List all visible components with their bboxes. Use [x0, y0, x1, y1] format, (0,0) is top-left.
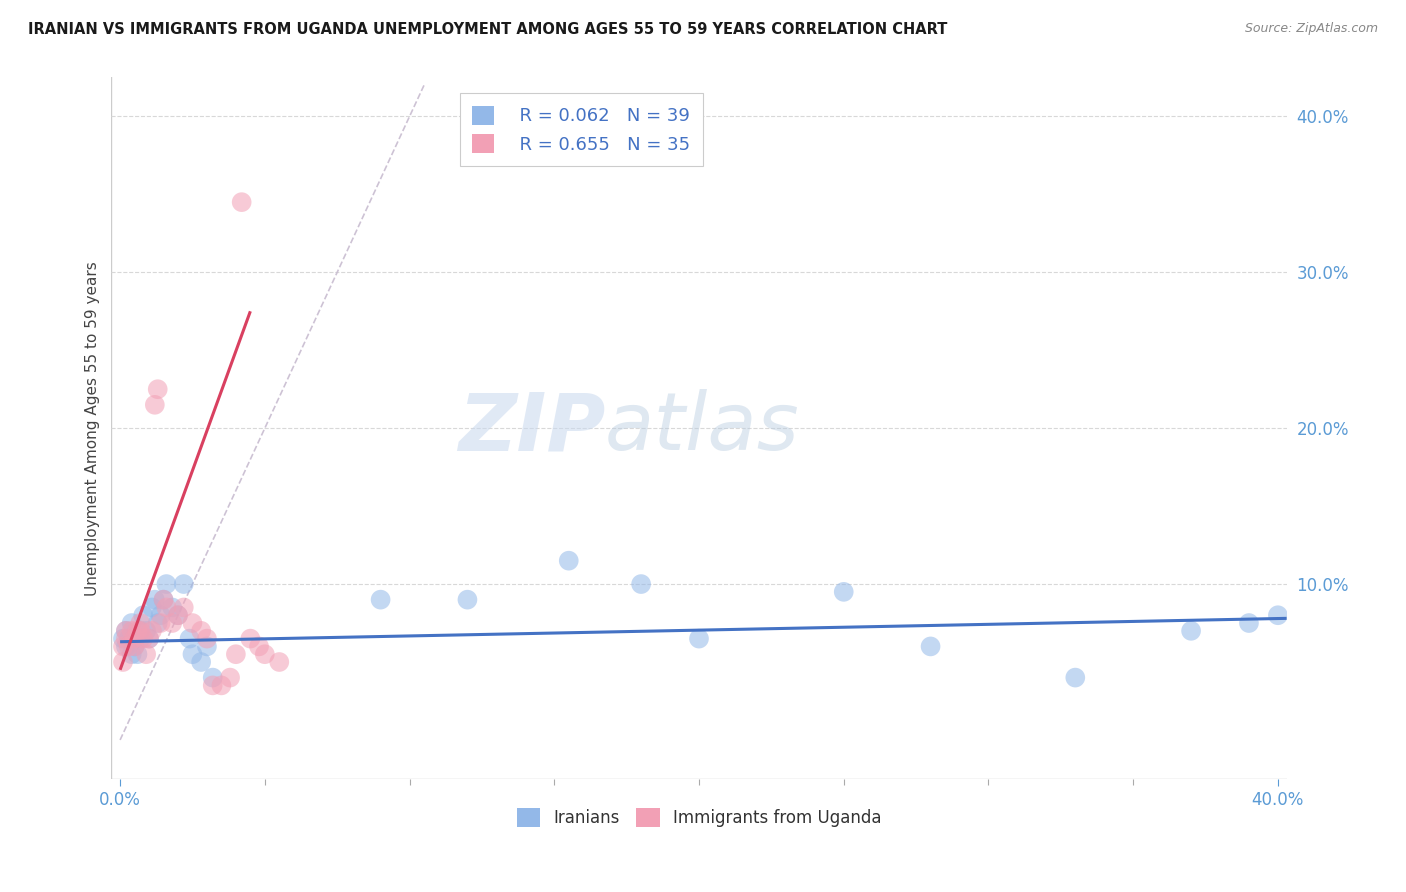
Point — [121, 615, 143, 630]
Point — [118, 632, 141, 646]
Point — [225, 647, 247, 661]
Text: atlas: atlas — [605, 389, 800, 467]
Point — [155, 600, 177, 615]
Point — [239, 632, 262, 646]
Point — [167, 608, 190, 623]
Point — [146, 615, 169, 630]
Point — [111, 655, 134, 669]
Point — [179, 632, 201, 646]
Point — [141, 624, 163, 638]
Point — [173, 600, 195, 615]
Point — [149, 615, 172, 630]
Text: IRANIAN VS IMMIGRANTS FROM UGANDA UNEMPLOYMENT AMONG AGES 55 TO 59 YEARS CORRELA: IRANIAN VS IMMIGRANTS FROM UGANDA UNEMPL… — [28, 22, 948, 37]
Point — [138, 632, 160, 646]
Point — [832, 585, 855, 599]
Point — [132, 608, 155, 623]
Point — [688, 632, 710, 646]
Point — [143, 398, 166, 412]
Point — [138, 632, 160, 646]
Point — [173, 577, 195, 591]
Point — [124, 632, 146, 646]
Point — [121, 647, 143, 661]
Point — [190, 655, 212, 669]
Point — [190, 624, 212, 638]
Point — [160, 615, 183, 630]
Point — [195, 632, 218, 646]
Point — [115, 632, 138, 646]
Legend: Iranians, Immigrants from Uganda: Iranians, Immigrants from Uganda — [510, 801, 889, 834]
Point — [149, 608, 172, 623]
Point — [269, 655, 291, 669]
Point — [143, 592, 166, 607]
Point — [209, 678, 232, 692]
Point — [160, 600, 183, 615]
Point — [152, 592, 174, 607]
Point — [201, 678, 224, 692]
Point — [135, 647, 157, 661]
Point — [630, 577, 652, 591]
Point — [1267, 608, 1289, 623]
Point — [127, 647, 149, 661]
Point — [111, 640, 134, 654]
Point — [181, 647, 204, 661]
Point — [135, 624, 157, 638]
Point — [124, 632, 146, 646]
Point — [920, 640, 942, 654]
Point — [118, 640, 141, 654]
Point — [1237, 615, 1260, 630]
Point — [146, 382, 169, 396]
Point — [115, 640, 138, 654]
Point — [127, 624, 149, 638]
Point — [219, 671, 242, 685]
Point — [558, 554, 581, 568]
Point — [129, 624, 152, 638]
Point — [129, 615, 152, 630]
Point — [253, 647, 276, 661]
Point — [111, 632, 134, 646]
Point — [1064, 671, 1087, 685]
Point — [124, 640, 146, 654]
Point — [141, 600, 163, 615]
Point — [195, 640, 218, 654]
Point — [115, 624, 138, 638]
Point — [132, 632, 155, 646]
Point — [152, 592, 174, 607]
Point — [124, 640, 146, 654]
Point — [121, 624, 143, 638]
Point — [115, 624, 138, 638]
Text: Source: ZipAtlas.com: Source: ZipAtlas.com — [1244, 22, 1378, 36]
Point — [231, 195, 253, 210]
Point — [181, 615, 204, 630]
Point — [201, 671, 224, 685]
Y-axis label: Unemployment Among Ages 55 to 59 years: Unemployment Among Ages 55 to 59 years — [86, 260, 100, 596]
Text: ZIP: ZIP — [457, 389, 605, 467]
Point — [155, 577, 177, 591]
Point — [1180, 624, 1202, 638]
Point — [247, 640, 270, 654]
Point — [370, 592, 392, 607]
Point — [167, 608, 190, 623]
Point — [129, 624, 152, 638]
Point — [456, 592, 478, 607]
Point — [129, 632, 152, 646]
